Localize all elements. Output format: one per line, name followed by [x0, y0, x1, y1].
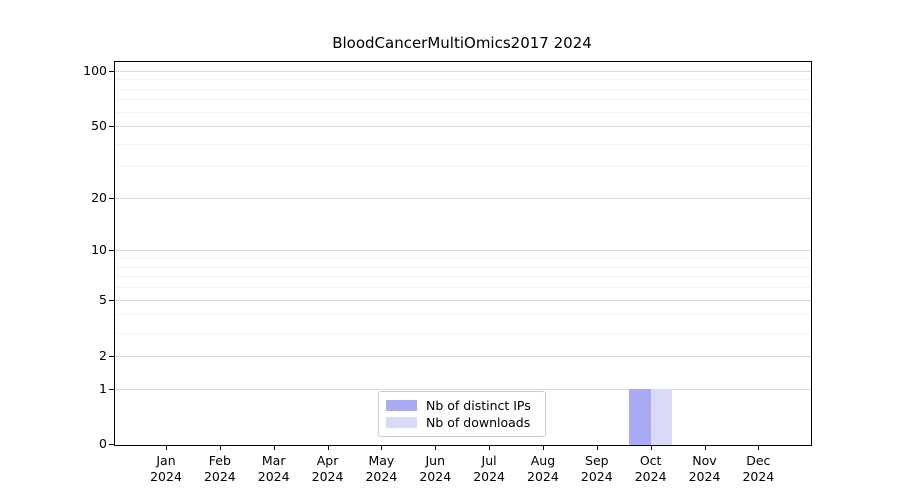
x-tick-month: Nov: [692, 453, 717, 468]
gridline-major: [115, 70, 811, 72]
x-tick-month: Jan: [156, 453, 176, 468]
x-tick-mark: [542, 445, 544, 450]
y-tick-mark: [109, 444, 114, 445]
x-tick-label: Dec 2024: [726, 453, 790, 484]
y-tick-mark: [109, 250, 114, 252]
legend-item-distinct-ips: Nb of distinct IPs: [386, 398, 537, 413]
gridline-minor: [115, 258, 811, 260]
bar-downloads: [650, 388, 673, 445]
y-tick-label: 0: [99, 436, 107, 451]
x-tick-mark: [596, 445, 598, 450]
gridline-minor: [115, 143, 811, 145]
x-tick-month: Oct: [639, 453, 662, 468]
x-tick-year: 2024: [688, 468, 721, 484]
gridline-major: [115, 198, 811, 199]
x-tick-label: Aug 2024: [511, 453, 575, 484]
y-tick-label: 50: [91, 118, 107, 134]
gridline-major: [115, 250, 811, 252]
gridline-major: [115, 355, 811, 357]
x-tick-label: Apr 2024: [296, 453, 360, 484]
x-tick-label: Jun 2024: [403, 453, 467, 484]
gridline-minor: [115, 276, 811, 278]
x-tick-year: 2024: [257, 468, 290, 484]
legend-swatch-distinct-ips: [386, 400, 417, 411]
x-tick-month: Aug: [530, 453, 556, 468]
x-tick-year: 2024: [473, 468, 505, 484]
x-tick-mark: [219, 445, 221, 450]
legend-label-downloads: Nb of downloads: [426, 415, 531, 430]
x-tick-label: Jul 2024: [457, 453, 521, 484]
x-tick-year: 2024: [150, 468, 182, 484]
y-tick-label: 1: [99, 380, 107, 396]
x-tick-label: Sep 2024: [565, 453, 629, 484]
gridline-minor: [115, 79, 811, 81]
legend-label-distinct-ips: Nb of distinct IPs: [426, 398, 531, 413]
x-tick-label: Jan 2024: [134, 453, 198, 484]
x-tick-mark: [704, 445, 706, 450]
gridline-major: [115, 388, 811, 390]
x-tick-mark: [166, 445, 167, 450]
x-tick-mark: [435, 445, 437, 450]
y-tick-label: 10: [91, 242, 107, 258]
gridline-minor: [115, 166, 811, 168]
x-tick-month: Mar: [261, 453, 286, 468]
x-tick-mark: [381, 445, 383, 450]
bar-distinct-ips: [629, 388, 651, 445]
x-tick-year: 2024: [365, 468, 398, 484]
chart-title: BloodCancerMultiOmics2017 2024: [332, 34, 592, 52]
x-tick-mark: [489, 445, 491, 450]
legend-swatch-downloads: [386, 417, 417, 428]
x-tick-year: 2024: [580, 468, 613, 484]
plot-area: 0 1 2 5 10 20 50 100 Jan 2024 Feb 2024 Mar 2024 Apr 202…: [83, 61, 812, 484]
x-tick-label: Mar 2024: [242, 453, 306, 484]
x-tick-mark: [650, 445, 652, 450]
x-tick-mark: [327, 445, 329, 450]
x-tick-year: 2024: [419, 468, 452, 484]
gridline-minor: [115, 266, 811, 268]
y-tick-label: 5: [99, 291, 107, 307]
x-tick-month: May: [368, 453, 395, 468]
y-tick-mark: [109, 70, 114, 72]
x-tick-label: May 2024: [349, 453, 413, 484]
x-tick-month: Jun: [425, 453, 446, 468]
x-tick-label: Nov 2024: [673, 453, 737, 484]
x-tick-label: Feb 2024: [188, 453, 252, 484]
x-tick-year: 2024: [311, 468, 344, 484]
legend: Nb of distinct IPs Nb of downloads: [378, 391, 546, 437]
gridline-minor: [115, 332, 811, 334]
y-tick-mark: [109, 126, 114, 128]
x-tick-month: Apr: [316, 453, 339, 468]
x-tick-year: 2024: [634, 468, 667, 484]
gridline-major: [115, 126, 811, 128]
x-tick-month: Sep: [585, 453, 609, 468]
x-tick-year: 2024: [527, 468, 559, 484]
x-tick-month: Dec: [746, 453, 771, 468]
gridline-minor: [115, 88, 811, 90]
gridline-minor: [115, 111, 811, 113]
x-tick-month: Jul: [481, 453, 497, 468]
gridline-minor: [115, 314, 811, 316]
gridline-major: [115, 299, 811, 301]
y-tick-mark: [109, 388, 114, 390]
y-tick-mark: [109, 198, 114, 199]
y-tick-mark: [109, 299, 114, 301]
gridline-minor: [115, 287, 811, 289]
x-tick-year: 2024: [742, 468, 775, 484]
x-tick-mark: [273, 445, 275, 450]
x-tick-year: 2024: [203, 468, 236, 484]
x-tick-label: Oct 2024: [619, 453, 683, 484]
y-tick-mark: [109, 355, 114, 357]
legend-item-downloads: Nb of downloads: [386, 415, 537, 430]
x-tick-month: Feb: [208, 453, 231, 468]
x-tick-mark: [758, 445, 760, 450]
gridline-minor: [115, 99, 811, 101]
y-tick-label: 20: [91, 190, 107, 205]
y-tick-label: 100: [83, 62, 107, 78]
y-tick-label: 2: [99, 347, 107, 363]
